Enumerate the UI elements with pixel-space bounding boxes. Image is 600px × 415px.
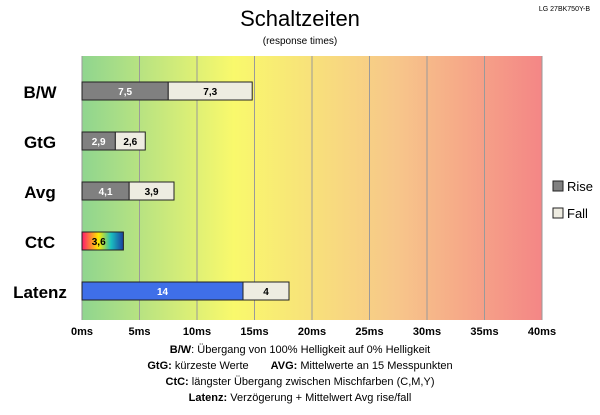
data-label-rise-gtg: 2,9 (92, 137, 106, 148)
x-tick-labels: 0ms 5ms 10ms 15ms 20ms 25ms 30ms 35ms 40ms (71, 326, 556, 338)
chart-title: Schaltzeiten (240, 6, 360, 31)
footnote-ctc-text: längster Übergang zwischen Mischfarben (… (188, 376, 435, 388)
category-label-b-w: B/W (23, 83, 57, 102)
footnote-bw-key: B/W (169, 344, 192, 356)
legend-swatch-rise (552, 180, 564, 192)
data-label-rise-avg: 4,1 (99, 187, 113, 198)
legend-label-fall: Fall (567, 206, 588, 221)
monitor-model-label: LG 27BK750Y-B (538, 6, 590, 13)
x-tick-label-10: 10ms (183, 326, 211, 338)
footnote-avg-text: Mittelwerte an 15 Messpunkten (297, 360, 453, 372)
data-label-fall-b-w: 7,3 (203, 87, 217, 98)
data-label-rise-latenz: 14 (157, 287, 169, 298)
x-tick-label-35: 35ms (470, 326, 498, 338)
x-tick-label-30: 30ms (413, 326, 441, 338)
data-label-fall-gtg: 2,6 (123, 137, 137, 148)
data-label-fall-avg: 3,9 (145, 187, 159, 198)
x-tick-label-25: 25ms (355, 326, 383, 338)
footnote-ctc: CtC: längster Übergang zwischen Mischfar… (0, 374, 600, 390)
footnote-bw-text: : Übergang von 100% Helligkeit auf 0% He… (191, 344, 431, 356)
response-time-chart: 7,5 7,3 2,9 2,6 4,1 3,9 3,6 14 4 B/W GtG Avg CtC Lat… (13, 56, 593, 338)
category-labels: B/W GtG Avg CtC Latenz (13, 83, 67, 302)
footnote-latenz: Latenz: Verzögerung + Mittelwert Avg ris… (0, 390, 600, 406)
category-label-gtg: GtG (24, 133, 56, 152)
legend-swatch-fall (552, 207, 564, 219)
x-tick-label-0: 0ms (71, 326, 93, 338)
legend-label-rise: Rise (567, 179, 593, 194)
chart-subtitle: (response times) (262, 36, 338, 47)
x-tick-label-15: 15ms (240, 326, 268, 338)
footnote-gtg-key: GtG: (147, 360, 172, 372)
data-label-fall-latenz: 4 (263, 287, 269, 298)
category-label-latenz: Latenz (13, 283, 67, 302)
x-tick-label-20: 20ms (298, 326, 326, 338)
footnote-latenz-text: Verzögerung + Mittelwert Avg rise/fall (227, 392, 412, 404)
bar-fall-latenz (242, 281, 290, 301)
bar-fall-b-w (167, 81, 253, 101)
bars: 7,5 7,3 2,9 2,6 4,1 3,9 3,6 14 4 (81, 81, 290, 301)
bar-fall-gtg (114, 131, 146, 151)
x-tick-label-5: 5ms (128, 326, 150, 338)
gridlines (81, 56, 543, 320)
x-tick-label-40: 40ms (528, 326, 556, 338)
legend-footnotes: B/W: Übergang von 100% Helligkeit auf 0%… (0, 342, 600, 406)
footnote-gtg-text: kürzeste Werte (171, 360, 249, 372)
category-label-ctc: CtC (25, 233, 55, 252)
footnote-latenz-key: Latenz: (188, 392, 228, 404)
legend: Rise Fall (552, 179, 593, 221)
category-label-avg: Avg (24, 183, 56, 202)
data-label-rise-b-w: 7,5 (118, 87, 132, 98)
bar-ctc (81, 231, 124, 251)
footnote-gtg-avg: GtG: kürzeste Werte AVG: Mittelwerte an 1… (0, 358, 600, 374)
data-label-ctc: 3,6 (92, 237, 106, 248)
footnote-ctc-key: CtC: (165, 376, 189, 388)
bar-fall-avg (128, 181, 175, 201)
footnote-bw: B/W: Übergang von 100% Helligkeit auf 0%… (0, 342, 600, 358)
footnote-avg-key: AVG: (270, 360, 298, 372)
